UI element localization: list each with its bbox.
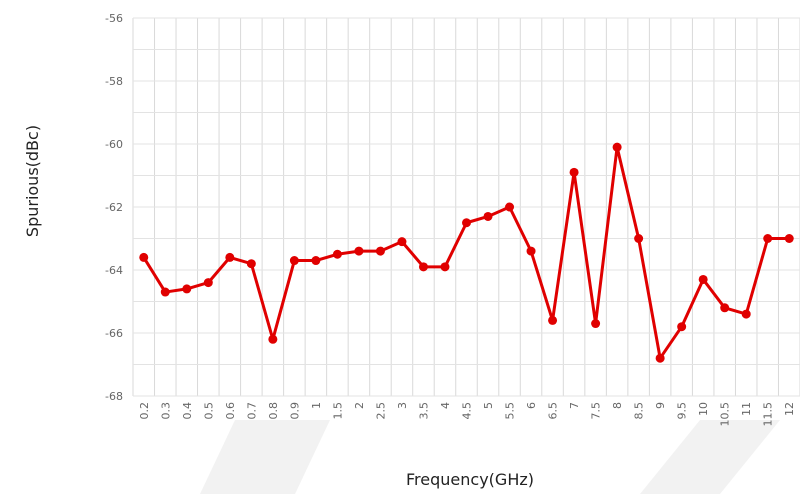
data-point (462, 218, 471, 228)
y-axis-title: Spurious(dBc) (23, 125, 42, 237)
data-point (655, 353, 665, 363)
y-axis-ticks: -56 -58 -60 -62 -64 -66 -68 (105, 12, 123, 403)
x-tick-label: 0.8 (267, 402, 280, 420)
x-tick-label: 4.5 (461, 402, 474, 420)
x-tick-label: 6 (525, 402, 538, 409)
x-tick-label: 0.4 (181, 402, 194, 420)
x-axis-ticks: 0.2 0.3 0.4 0.5 0.6 0.7 0.8 0.9 1 1.5 2 2.5 3 3.5 4 4.5… (138, 402, 796, 427)
x-axis-title: Frequency(GHz) (406, 470, 534, 489)
data-point (634, 234, 644, 243)
data-point (612, 142, 622, 152)
x-tick-label: 3.5 (417, 402, 430, 420)
x-tick-label: 8.5 (633, 402, 646, 420)
x-tick-label: 11.5 (762, 402, 775, 427)
data-point (569, 167, 579, 177)
x-tick-label: 7.5 (590, 402, 603, 420)
data-point (246, 259, 256, 269)
data-point (289, 256, 299, 266)
x-tick-label: 12 (783, 402, 796, 416)
x-tick-label: 2.5 (374, 402, 387, 420)
data-point (505, 202, 515, 212)
x-tick-label: 2 (353, 402, 366, 409)
series-group (139, 142, 794, 363)
data-point (548, 315, 558, 325)
y-tick-label: -56 (105, 12, 123, 25)
x-tick-label: 10.5 (719, 402, 732, 427)
x-tick-label: 5 (482, 402, 495, 409)
x-tick-label: 5.5 (504, 402, 517, 420)
data-point (311, 256, 321, 266)
data-point (784, 234, 794, 243)
y-tick-label: -60 (105, 138, 123, 151)
watermark-shape (200, 420, 780, 494)
x-tick-label: 0.9 (288, 402, 301, 420)
data-point (268, 334, 278, 344)
data-point (483, 211, 493, 221)
x-tick-label: 4 (439, 402, 452, 409)
x-tick-label: 6.5 (547, 402, 560, 420)
data-point (160, 287, 170, 297)
data-point (720, 303, 730, 313)
data-point (182, 284, 192, 294)
x-tick-label: 0.7 (245, 402, 258, 420)
data-point (375, 246, 385, 256)
x-tick-label: 9.5 (676, 402, 689, 420)
x-tick-label: 10 (697, 402, 710, 416)
data-point (741, 309, 751, 319)
data-point (698, 274, 708, 284)
y-tick-label: -58 (105, 75, 123, 88)
y-tick-label: -68 (105, 390, 123, 403)
x-tick-label: 0.5 (202, 402, 215, 420)
data-point (354, 246, 364, 256)
x-tick-label: 0.2 (138, 402, 151, 420)
y-tick-label: -66 (105, 327, 123, 340)
data-point (763, 234, 773, 243)
data-point (225, 252, 235, 262)
x-tick-label: 1 (310, 402, 323, 409)
x-tick-label: 3 (396, 402, 409, 409)
x-tick-label: 11 (740, 402, 753, 416)
chart-grid (132, 17, 800, 397)
data-point (397, 237, 407, 247)
x-tick-label: 9 (654, 402, 667, 409)
data-point (203, 278, 213, 288)
y-tick-label: -64 (105, 264, 123, 277)
data-point (332, 249, 342, 259)
data-point (139, 252, 149, 262)
y-tick-label: -62 (105, 201, 123, 214)
x-tick-label: 8 (611, 402, 624, 409)
data-point (591, 319, 601, 329)
x-tick-label: 0.6 (224, 402, 237, 420)
data-point (526, 246, 536, 256)
data-point (677, 322, 687, 332)
x-tick-label: 0.3 (159, 402, 172, 420)
x-tick-label: 7 (568, 402, 581, 409)
data-point (440, 262, 450, 272)
x-tick-label: 1.5 (331, 402, 344, 420)
data-point (418, 262, 428, 272)
